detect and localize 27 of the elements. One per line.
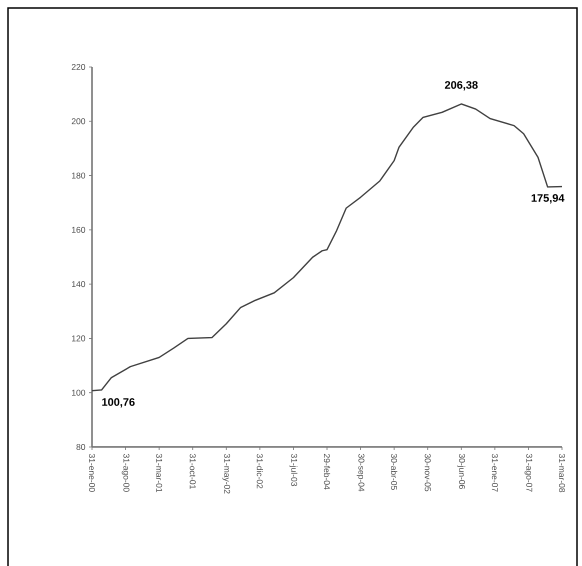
x-tick-label: 31-ene-07	[492, 454, 498, 492]
y-tick-label: 160	[72, 226, 86, 233]
x-tick-label: 31-ene-00	[89, 454, 95, 492]
x-tick-label: 30-nov-05	[424, 454, 431, 492]
y-tick-label: 180	[72, 172, 86, 179]
y-tick-label: 200	[72, 118, 86, 124]
annotation: 175,94	[532, 194, 564, 204]
x-tick-label: 31-mar-08	[559, 454, 565, 492]
x-tick-label: 30-sep-04	[356, 454, 364, 492]
annotation: 100,76	[102, 398, 135, 408]
x-tick-label: 31-ago-00	[122, 454, 130, 492]
x-tick-label: 29-feb-04	[324, 454, 330, 490]
y-tick-label: 100	[72, 390, 86, 396]
y-tick-label: 220	[72, 64, 86, 70]
y-tick-label: 120	[72, 335, 86, 342]
x-tick-label: 31-ago-07	[524, 454, 532, 492]
annotation: 206,38	[444, 81, 478, 90]
x-tick-label: 30-jun-06	[457, 454, 466, 489]
x-tick-label: 31-mar-01	[156, 454, 162, 492]
x-tick-label: 31-jul-03	[289, 454, 298, 486]
y-tick-label: 140	[72, 281, 86, 288]
x-tick-label: 31-may-02	[222, 454, 230, 494]
x-tick-label: 31-oct-01	[190, 454, 196, 489]
x-tick-label: 30-abr-05	[391, 454, 398, 490]
x-tick-label: 31-dic-02	[256, 454, 263, 488]
y-tick-label: 80	[76, 444, 86, 450]
line-series	[91, 103, 563, 392]
